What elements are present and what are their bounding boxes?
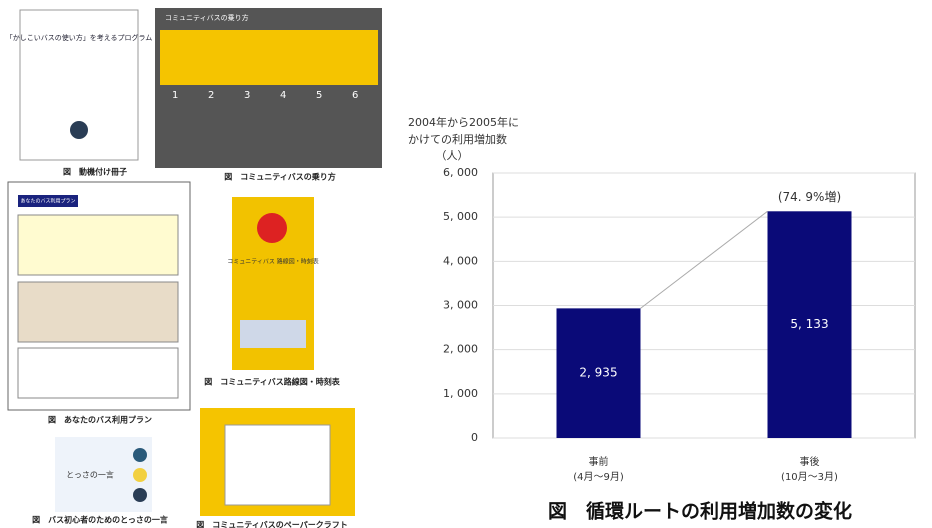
dot: [133, 488, 147, 502]
y-tick-label: 0: [471, 431, 478, 444]
band: [160, 30, 378, 85]
step-number: 6: [352, 90, 358, 101]
x-tick-sublabel: (10月～3月): [781, 471, 838, 483]
y-axis-label: かけての利用増加数: [408, 133, 507, 146]
phrase-title: とっさの一言: [66, 470, 114, 480]
value-label: 2, 935: [579, 366, 617, 380]
y-tick-label: 1, 000: [443, 387, 478, 400]
chart-caption: 図 循環ルートの利用増加数の変化: [548, 500, 852, 523]
unit: （人）: [436, 149, 469, 162]
y-tick-label: 2, 000: [443, 343, 478, 356]
value-label: 5, 133: [790, 317, 828, 331]
howto-title: コミュニティバスの乗り方: [165, 13, 249, 22]
annotation: (74. 9%増): [778, 190, 841, 204]
y-tick-label: 3, 000: [443, 299, 478, 312]
caption: 図 あなたのバス利用プラン: [48, 415, 152, 425]
dot: [133, 448, 147, 462]
x-tick-sublabel: (4月～9月): [573, 471, 624, 483]
booklet-title: 「かしこいバスの使い方」を考えるプログラム: [6, 33, 153, 42]
caption: 図 バス初心者のためのとっさの一言: [32, 515, 168, 525]
connector: [640, 210, 768, 309]
plan-notes: [17, 347, 179, 399]
y-tick-label: 4, 000: [443, 254, 478, 267]
step-number: 2: [208, 90, 214, 101]
y-tick-label: 6, 000: [443, 166, 478, 179]
plan-title: あなたのバス利用プラン: [20, 198, 75, 205]
icon: [70, 121, 88, 139]
timetable-title: コミュニティバス 路線図・時刻表: [227, 258, 319, 266]
y-tick-label: 5, 000: [443, 210, 478, 223]
caption: 図 動機付け冊子: [63, 167, 127, 177]
step-number: 4: [280, 90, 286, 101]
step-number: 3: [244, 90, 250, 101]
x-tick-label: 事前: [589, 455, 609, 468]
bus: [240, 320, 306, 348]
y-axis-label: 2004年から2005年に: [408, 115, 519, 129]
plan-header: [18, 195, 78, 207]
bar: [556, 308, 641, 438]
dot: [133, 468, 147, 482]
x-tick-label: 事後: [800, 455, 820, 468]
step-number: 5: [316, 90, 322, 101]
caption: 図 コミュニティバスのペーパークラフト: [196, 520, 347, 528]
caption: 図 コミュニティバス路線図・時刻表: [204, 377, 341, 387]
step-number: 1: [172, 90, 178, 101]
plan-table: [17, 214, 179, 276]
logo: [257, 213, 287, 243]
caption: 図 コミュニティバスの乗り方: [224, 172, 336, 182]
plan-map: [17, 281, 179, 343]
papercraft-sheet: [224, 424, 331, 506]
bar: [767, 211, 852, 438]
